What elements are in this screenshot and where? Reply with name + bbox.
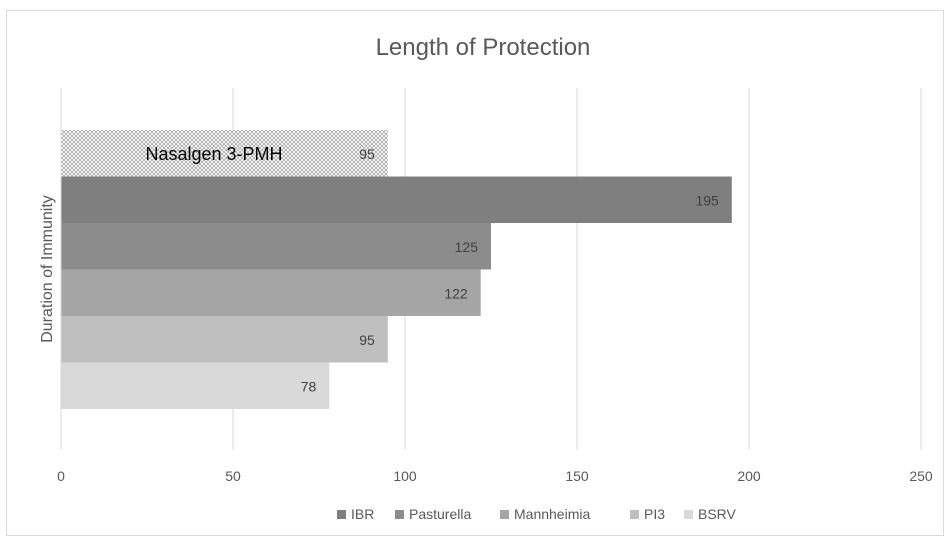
data-label-mannheimia: 122 — [444, 286, 468, 302]
bar-bsrv — [61, 362, 330, 409]
legend-swatch-pasturella — [395, 510, 404, 519]
legend-swatch-bsrv — [684, 510, 693, 519]
x-tick-label: 50 — [225, 468, 241, 484]
x-tick-label: 250 — [909, 468, 933, 484]
bar-mannheimia — [61, 269, 481, 316]
legend-label-ibr: IBR — [351, 506, 374, 522]
data-label-pasturella: 125 — [455, 239, 479, 255]
bar-pi3 — [61, 316, 388, 363]
x-tick-label: 150 — [565, 468, 589, 484]
data-label-pi3: 95 — [359, 332, 375, 348]
legend-label-pasturella: Pasturella — [409, 506, 471, 522]
legend-label-pi3: PI3 — [644, 506, 665, 522]
data-label-ibr: 195 — [695, 193, 719, 209]
x-tick-label: 200 — [737, 468, 761, 484]
legend-swatch-mannheimia — [500, 510, 509, 519]
annotation-label: Nasalgen 3-PMH — [145, 144, 282, 164]
annotation-bar — [61, 130, 388, 177]
data-label-bsrv: 78 — [301, 379, 317, 395]
legend-label-bsrv: BSRV — [698, 506, 737, 522]
bar-ibr — [61, 176, 732, 223]
bars: Nasalgen 3-PMH 95 195 125 122 95 78 — [60, 88, 732, 450]
annotation-value-label: 95 — [359, 146, 375, 162]
x-tick-label: 100 — [393, 468, 417, 484]
legend: IBR Pasturella Mannheimia PI3 BSRV — [337, 506, 737, 522]
chart-title: Length of Protection — [376, 34, 591, 61]
bar-pasturella — [61, 223, 491, 270]
legend-label-mannheimia: Mannheimia — [514, 506, 590, 522]
x-tick-label: 0 — [57, 468, 65, 484]
x-axis-ticks: 0 50 100 150 200 250 — [57, 468, 933, 484]
legend-swatch-pi3 — [630, 510, 639, 519]
legend-swatch-ibr — [337, 510, 346, 519]
y-axis-title: Duration of Immunity — [39, 195, 56, 343]
